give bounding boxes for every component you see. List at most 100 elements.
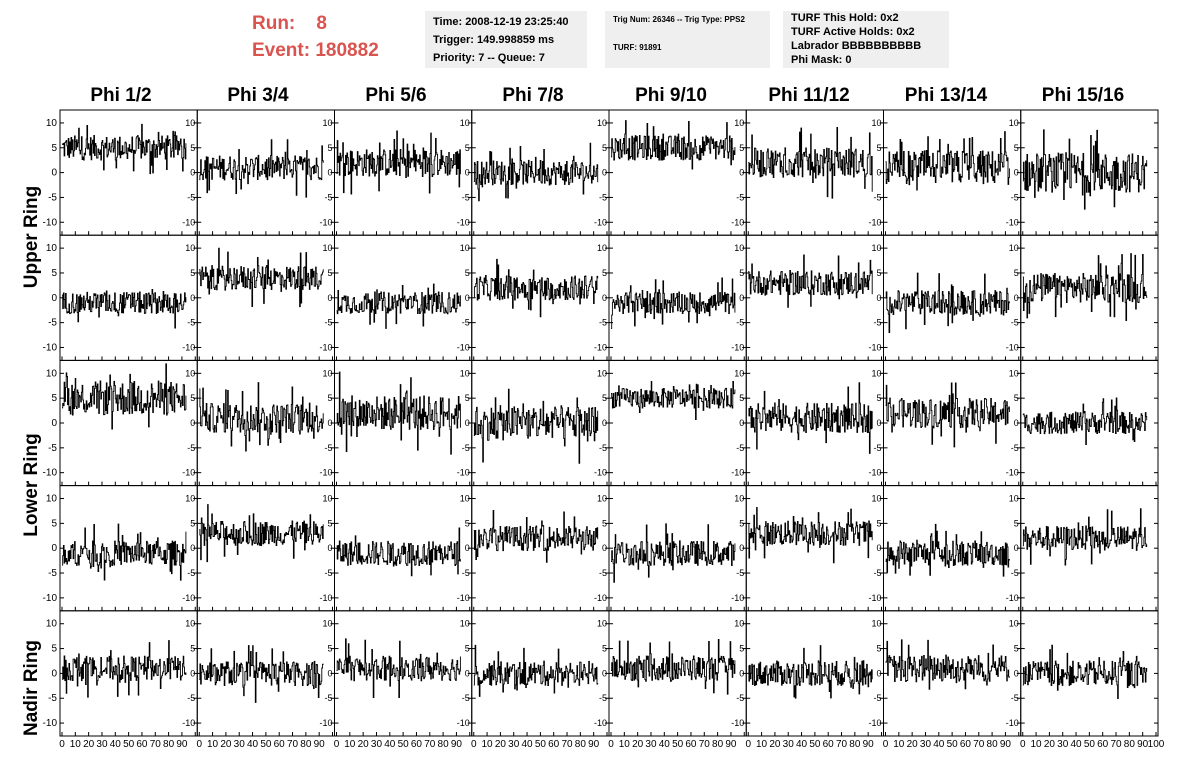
x-tick-label: 30 [1057, 739, 1069, 750]
waveform-panel-r2-c5: -10 -5 0 5 10 [594, 234, 747, 361]
priority-line: Priority: 7 -- Queue: 7 [433, 52, 545, 64]
y-tick-label: -10 [43, 718, 58, 729]
y-tick-label: -5 [873, 568, 881, 578]
x-tick-label: 70 [836, 739, 848, 750]
y-tick-label: -10 [1006, 468, 1019, 478]
y-tick-label: 5 [327, 393, 332, 403]
x-tick-label: 10 [482, 739, 494, 750]
y-tick-label: -10 [457, 217, 470, 227]
y-tick-label: 5 [1014, 143, 1019, 153]
turf-line: TURF: 91891 [613, 43, 662, 52]
waveform-panel-r4-c7: -10 -5 0 5 10 [868, 485, 1022, 612]
y-tick-label: 5 [1014, 268, 1019, 278]
y-tick-label: -10 [868, 468, 881, 478]
x-tick-label: 40 [384, 739, 396, 750]
y-tick-label: 10 [871, 368, 881, 378]
y-tick-label: 5 [602, 143, 607, 153]
y-tick-label: -10 [868, 593, 881, 603]
waveform-trace [885, 523, 1010, 577]
y-tick-label: -5 [1011, 443, 1019, 453]
trigger-line: Trigger: 149.998859 ms [433, 34, 555, 46]
y-tick-label: 0 [465, 543, 470, 553]
y-tick-label: 5 [876, 143, 881, 153]
run-label: Run: [252, 13, 296, 34]
y-tick-label: -10 [1006, 342, 1019, 352]
panel-frame [196, 485, 335, 612]
x-tick-label: 90 [314, 739, 326, 750]
y-tick-label: 10 [46, 118, 58, 129]
y-tick-label: -10 [319, 468, 332, 478]
x-tick-label: 80 [575, 739, 587, 750]
y-tick-label: 0 [602, 168, 607, 178]
waveform-panel-r2-c7: -10 -5 0 5 10 [868, 234, 1022, 361]
x-tick-label: 80 [712, 739, 724, 750]
y-tick-label: -5 [736, 318, 744, 328]
y-tick-label: -10 [731, 342, 744, 352]
y-tick-label: -5 [324, 192, 332, 202]
y-tick-label: -10 [319, 593, 332, 603]
y-tick-label: 0 [876, 418, 881, 428]
phi-header-7: Phi 13/14 [904, 85, 988, 106]
x-tick-label: 20 [632, 739, 644, 750]
y-tick-label: 5 [327, 268, 332, 278]
waveform-trace [199, 382, 324, 452]
y-tick-label: 10 [1009, 368, 1019, 378]
x-tick-label: 40 [1070, 739, 1082, 750]
y-tick-label: -10 [1006, 593, 1019, 603]
y-tick-label: -10 [319, 217, 332, 227]
panel-frame [745, 234, 884, 361]
phi-header-3: Phi 5/6 [365, 85, 427, 106]
y-tick-label: -5 [1011, 693, 1019, 703]
x-tick-label: 20 [907, 739, 919, 750]
y-tick-label: 0 [602, 543, 607, 553]
y-tick-label: 0 [327, 418, 332, 428]
x-tick-label: 50 [809, 739, 821, 750]
x-tick-label: 80 [849, 739, 861, 750]
phi-header-6: Phi 11/12 [768, 85, 850, 106]
y-tick-label: -10 [594, 593, 607, 603]
waveform-panel-r2-c1: -10 -5 0 5 10 [43, 234, 198, 361]
y-tick-label: -10 [594, 718, 607, 728]
y-tick-label: 10 [46, 243, 58, 254]
waveform-trace [199, 139, 324, 198]
waveform-trace [748, 126, 873, 199]
y-tick-label: 0 [327, 543, 332, 553]
x-tick-label: 40 [933, 739, 945, 750]
y-tick-label: 0 [51, 168, 57, 179]
y-tick-label: 5 [190, 518, 195, 528]
waveform-panel-r3-c4: -10 -5 0 5 10 [457, 359, 610, 487]
x-tick-label: 90 [1137, 739, 1149, 750]
panel-frame [59, 359, 198, 487]
y-tick-label: -5 [462, 318, 470, 328]
waveform-trace [1022, 508, 1148, 566]
waveform-trace [1022, 644, 1148, 700]
phi-header-4: Phi 7/8 [502, 85, 564, 106]
panel-frame [334, 610, 473, 737]
y-tick-label: 5 [602, 518, 607, 528]
y-tick-label: -5 [873, 693, 881, 703]
y-tick-label: -5 [462, 443, 470, 453]
y-tick-label: 10 [322, 368, 332, 378]
y-tick-label: -10 [594, 468, 607, 478]
y-tick-label: 5 [876, 644, 881, 654]
y-tick-label: 5 [739, 268, 744, 278]
x-tick-label: 50 [672, 739, 684, 750]
y-tick-label: 10 [597, 494, 607, 504]
panel-frame [471, 485, 610, 612]
y-tick-label: 0 [739, 668, 744, 678]
x-tick-label: 0 [471, 739, 477, 750]
trig-info-box: Trig Num: 26346 -- Trig Type: PPS2 TURF:… [605, 11, 770, 68]
x-tick-label: 0 [745, 739, 751, 750]
y-tick-label: 10 [597, 243, 607, 253]
x-tick-label: 30 [234, 739, 246, 750]
y-tick-label: 10 [597, 619, 607, 629]
y-tick-label: -10 [319, 342, 332, 352]
x-tick-label: 70 [561, 739, 573, 750]
waveform-panel-r4-c8: -10 -5 0 5 10 [1006, 485, 1159, 612]
y-tick-label: 0 [1014, 168, 1019, 178]
y-tick-label: -5 [736, 568, 744, 578]
waveform-trace [611, 120, 736, 170]
y-tick-label: 10 [460, 368, 470, 378]
